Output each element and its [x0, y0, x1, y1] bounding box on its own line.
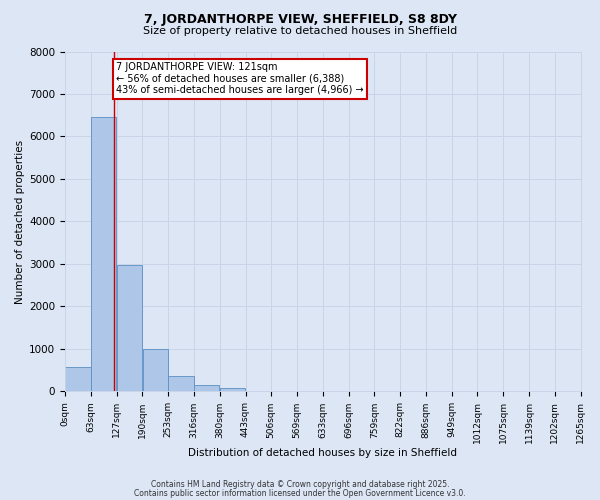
Bar [168, 376, 194, 392]
Bar [117, 265, 142, 392]
Bar [143, 349, 168, 392]
Text: Size of property relative to detached houses in Sheffield: Size of property relative to detached ho… [143, 26, 457, 36]
Bar [91, 117, 116, 392]
Text: Contains HM Land Registry data © Crown copyright and database right 2025.: Contains HM Land Registry data © Crown c… [151, 480, 449, 489]
Bar [220, 388, 245, 392]
Y-axis label: Number of detached properties: Number of detached properties [15, 140, 25, 304]
Text: 7 JORDANTHORPE VIEW: 121sqm
← 56% of detached houses are smaller (6,388)
43% of : 7 JORDANTHORPE VIEW: 121sqm ← 56% of det… [116, 62, 364, 96]
Bar [194, 385, 220, 392]
Text: Contains public sector information licensed under the Open Government Licence v3: Contains public sector information licen… [134, 488, 466, 498]
X-axis label: Distribution of detached houses by size in Sheffield: Distribution of detached houses by size … [188, 448, 457, 458]
Text: 7, JORDANTHORPE VIEW, SHEFFIELD, S8 8DY: 7, JORDANTHORPE VIEW, SHEFFIELD, S8 8DY [143, 12, 457, 26]
Bar [65, 367, 91, 392]
